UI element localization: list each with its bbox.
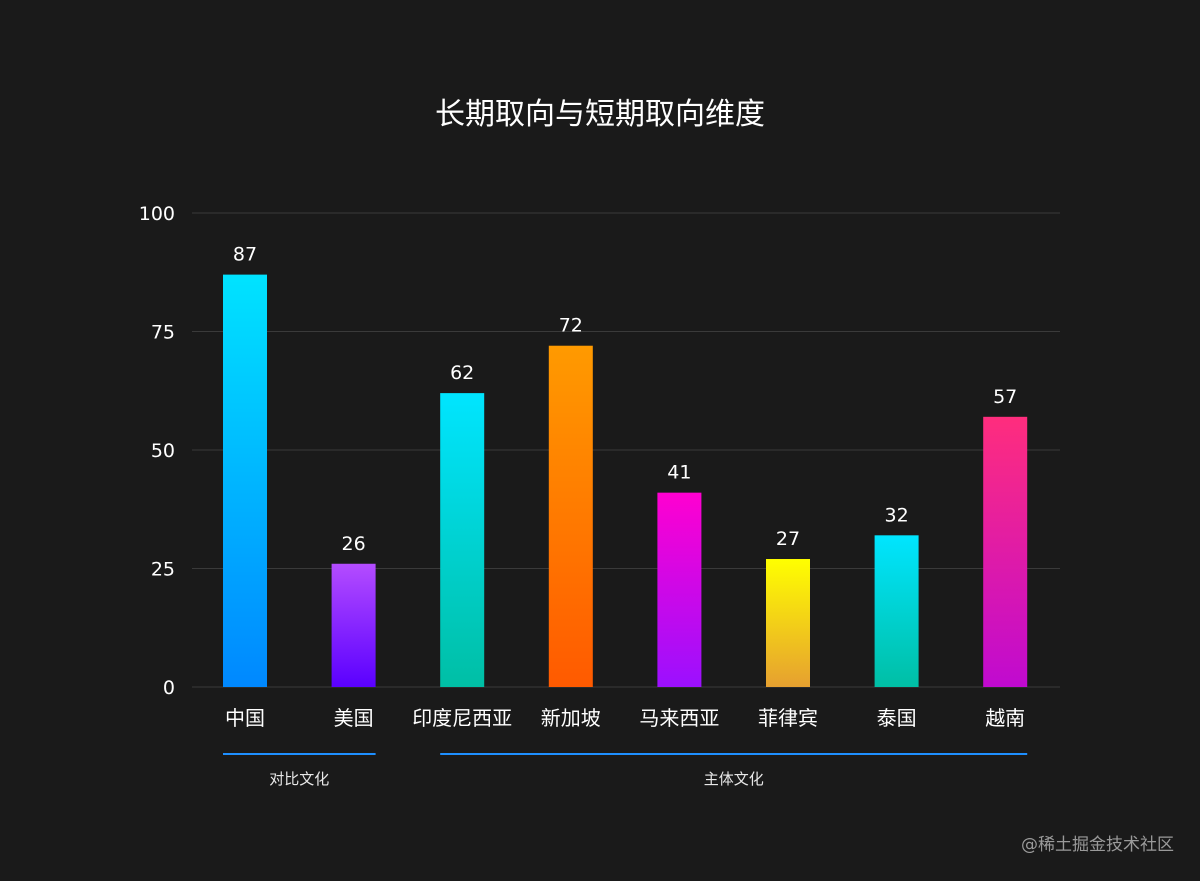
bars	[223, 274, 1028, 687]
grid-lines	[192, 212, 1060, 688]
x-category-label: 印度尼西亚	[412, 706, 512, 730]
y-tick-label: 25	[151, 559, 175, 581]
category-groups: 对比文化 主体文化	[223, 753, 1028, 788]
data-label: 62	[450, 362, 474, 384]
bar	[223, 274, 267, 687]
x-category-label: 越南	[985, 706, 1025, 730]
data-labels: 87 26 62 72 41 27 32 57	[233, 244, 1017, 555]
x-category-label: 马来西亚	[639, 706, 719, 730]
data-label: 87	[233, 244, 257, 266]
data-label: 57	[993, 386, 1017, 408]
x-category-label: 中国	[225, 706, 265, 730]
data-label: 32	[885, 504, 909, 526]
x-category-label: 菲律宾	[758, 706, 818, 730]
bar	[983, 416, 1028, 687]
data-label: 26	[342, 533, 366, 555]
x-category-label: 泰国	[877, 706, 917, 730]
data-label: 27	[776, 528, 800, 550]
chart-title: 长期取向与短期取向维度	[435, 97, 765, 132]
group-label: 对比文化	[269, 770, 329, 788]
y-tick-label: 50	[151, 440, 175, 462]
group-label: 主体文化	[704, 770, 764, 788]
x-axis-categories: 中国 美国 印度尼西亚 新加坡 马来西亚 菲律宾 泰国 越南	[225, 706, 1025, 730]
bar	[766, 559, 810, 687]
bar	[331, 563, 376, 687]
y-tick-label: 0	[163, 677, 175, 699]
watermark: @稀土掘金技术社区	[1021, 835, 1174, 855]
x-category-label: 美国	[334, 706, 374, 730]
bar	[657, 492, 702, 687]
data-label: 72	[559, 315, 583, 337]
data-label: 41	[667, 462, 691, 484]
bar	[874, 535, 919, 687]
y-tick-label: 100	[139, 203, 175, 225]
bar	[440, 393, 485, 687]
y-tick-label: 75	[151, 322, 175, 344]
bar	[548, 345, 593, 687]
y-axis-ticks: 0 25 50 75 100	[139, 203, 175, 699]
x-category-label: 新加坡	[541, 706, 601, 730]
